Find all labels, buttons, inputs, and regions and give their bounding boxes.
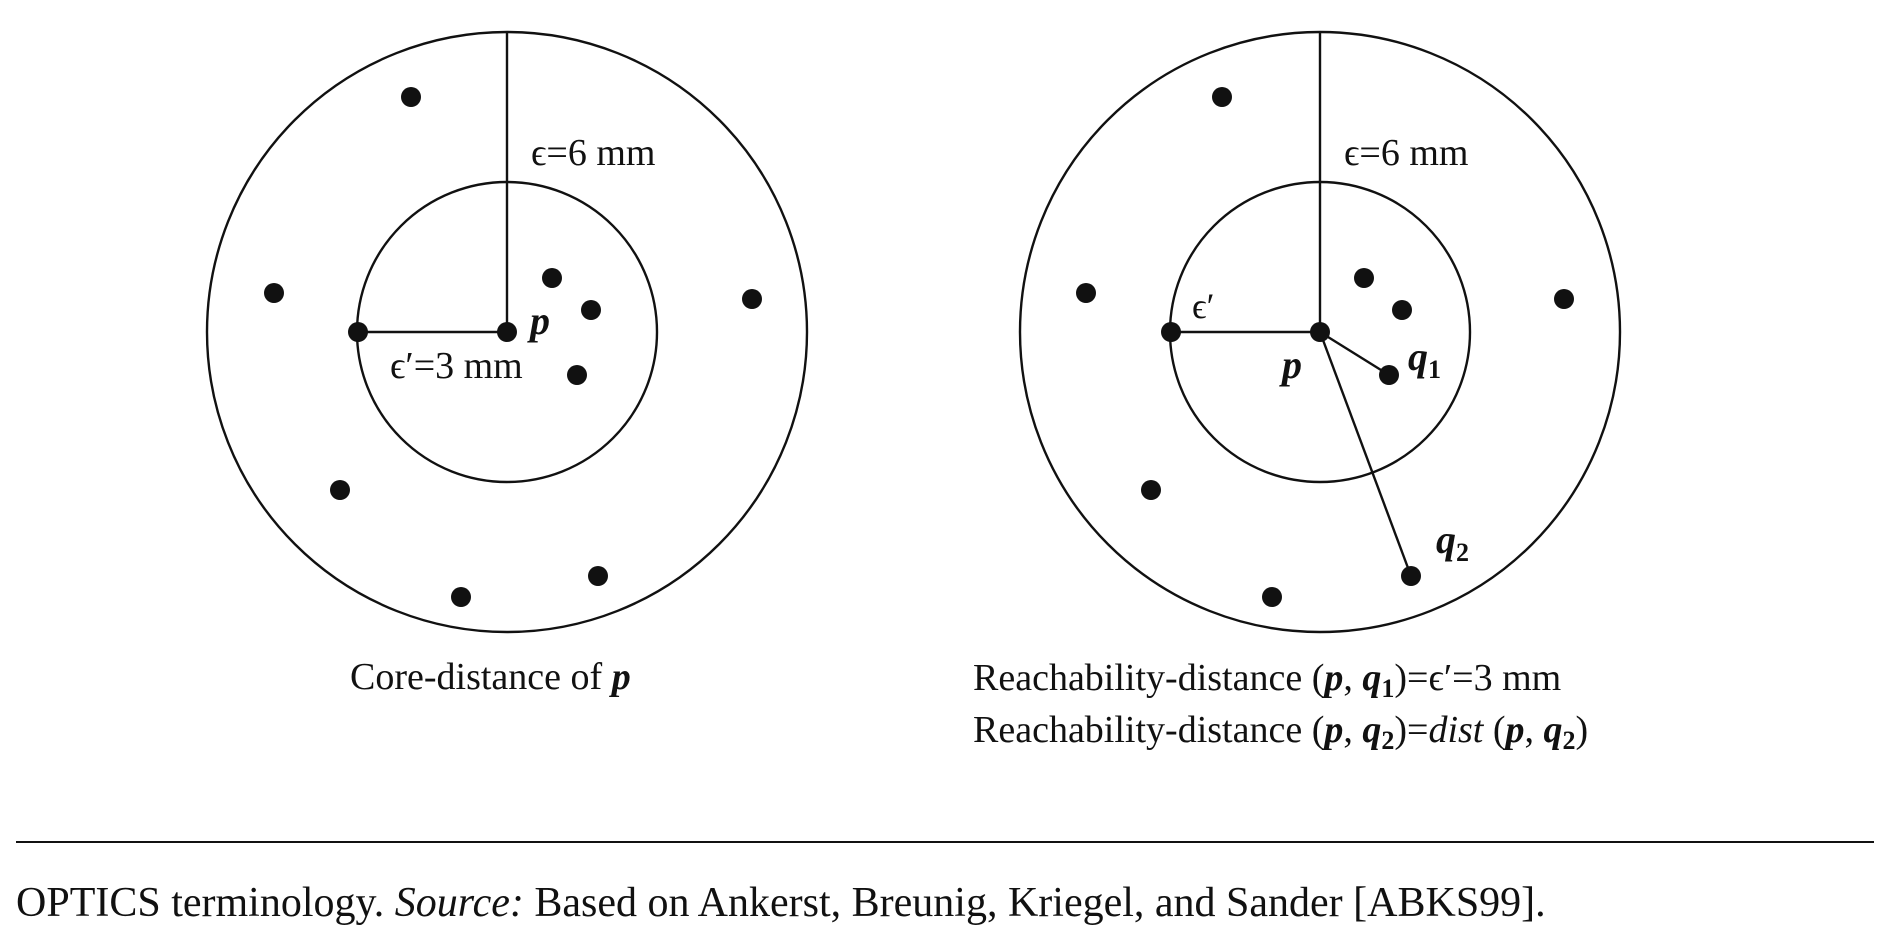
q2-subscript: 2 (1456, 538, 1469, 567)
right-point-p (1310, 322, 1330, 342)
right-center-label: p (1279, 342, 1302, 387)
line1-result: ϵ′=3 mm (1428, 657, 1561, 699)
left-point (742, 289, 762, 309)
line1-comma: , (1343, 657, 1362, 699)
q1-var: q (1408, 334, 1428, 379)
left-point (567, 365, 587, 385)
line2-q: q (1362, 709, 1381, 751)
right-inner-radius-label: ϵ′ (1192, 286, 1214, 326)
caption-source-text: Based on Ankerst, Breunig, Kriegel, and … (534, 880, 1545, 926)
line1-q: q (1362, 657, 1381, 699)
right-point (1262, 587, 1282, 607)
left-inner-radius-label: ϵ′=3 mm (390, 345, 523, 387)
line2-p: p (1321, 709, 1343, 751)
right-line-to-q1 (1319, 330, 1390, 377)
right-point (1212, 87, 1232, 107)
line2-dist: dist (1428, 709, 1484, 751)
left-point (542, 268, 562, 288)
right-point-q2 (1401, 566, 1421, 586)
right-outer-radius-label: ϵ=6 mm (1344, 132, 1468, 174)
line2-comma: , (1343, 709, 1362, 751)
left-point-p (497, 322, 517, 342)
right-point (1141, 480, 1161, 500)
left-point (401, 87, 421, 107)
left-point (581, 300, 601, 320)
right-inner-endpoint (1161, 322, 1181, 342)
line2-open: ( (1483, 709, 1505, 751)
line2-p2: p (1503, 709, 1525, 751)
left-caption-var: p (609, 656, 631, 698)
right-point (1554, 289, 1574, 309)
right-caption-line2: Reachability-distance (p, q2)=dist (p, q… (973, 709, 1588, 755)
right-point-q1 (1379, 365, 1399, 385)
right-line-to-q2 (1318, 331, 1413, 577)
right-diagram: ϵ=6 mm ϵ′ p q1 q2 Reachability-distance … (973, 30, 1622, 755)
right-point (1392, 300, 1412, 320)
line2-q2-sub: 2 (1563, 726, 1576, 755)
line2-q-sub: 2 (1381, 726, 1394, 755)
left-point (330, 480, 350, 500)
left-caption: Core-distance of p (350, 656, 631, 698)
right-q1-label: q1 (1408, 334, 1441, 384)
left-diagram: ϵ=6 mm ϵ′=3 mm p Core-distance of p (205, 30, 809, 698)
line2-close: ) (1576, 709, 1589, 751)
line1-close-eq: )= (1394, 657, 1428, 699)
line1-q-sub: 1 (1381, 674, 1394, 703)
left-point (451, 587, 471, 607)
right-caption-line1: Reachability-distance (p, q1)=ϵ′=3 mm (973, 657, 1561, 703)
line2-q2: q (1544, 709, 1563, 751)
q2-var: q (1436, 517, 1456, 562)
line1-p: p (1321, 657, 1343, 699)
figure-caption: OPTICS terminology. Source: Based on Ank… (16, 880, 1546, 926)
right-point (1076, 283, 1096, 303)
left-outer-radius-label: ϵ=6 mm (531, 132, 655, 174)
caption-source-label: Source: (395, 880, 524, 926)
line2-prefix: Reachability-distance ( (973, 709, 1324, 751)
left-point (588, 566, 608, 586)
right-point (1354, 268, 1374, 288)
line1-prefix: Reachability-distance ( (973, 657, 1324, 699)
left-point (264, 283, 284, 303)
q1-subscript: 1 (1428, 355, 1441, 384)
left-inner-endpoint (348, 322, 368, 342)
line2-close-eq: )= (1394, 709, 1428, 751)
left-center-label: p (527, 298, 550, 343)
line2-comma2: , (1525, 709, 1544, 751)
right-q2-label: q2 (1436, 517, 1469, 567)
left-caption-text: Core-distance of (350, 656, 612, 698)
caption-title: OPTICS terminology. (16, 880, 384, 926)
